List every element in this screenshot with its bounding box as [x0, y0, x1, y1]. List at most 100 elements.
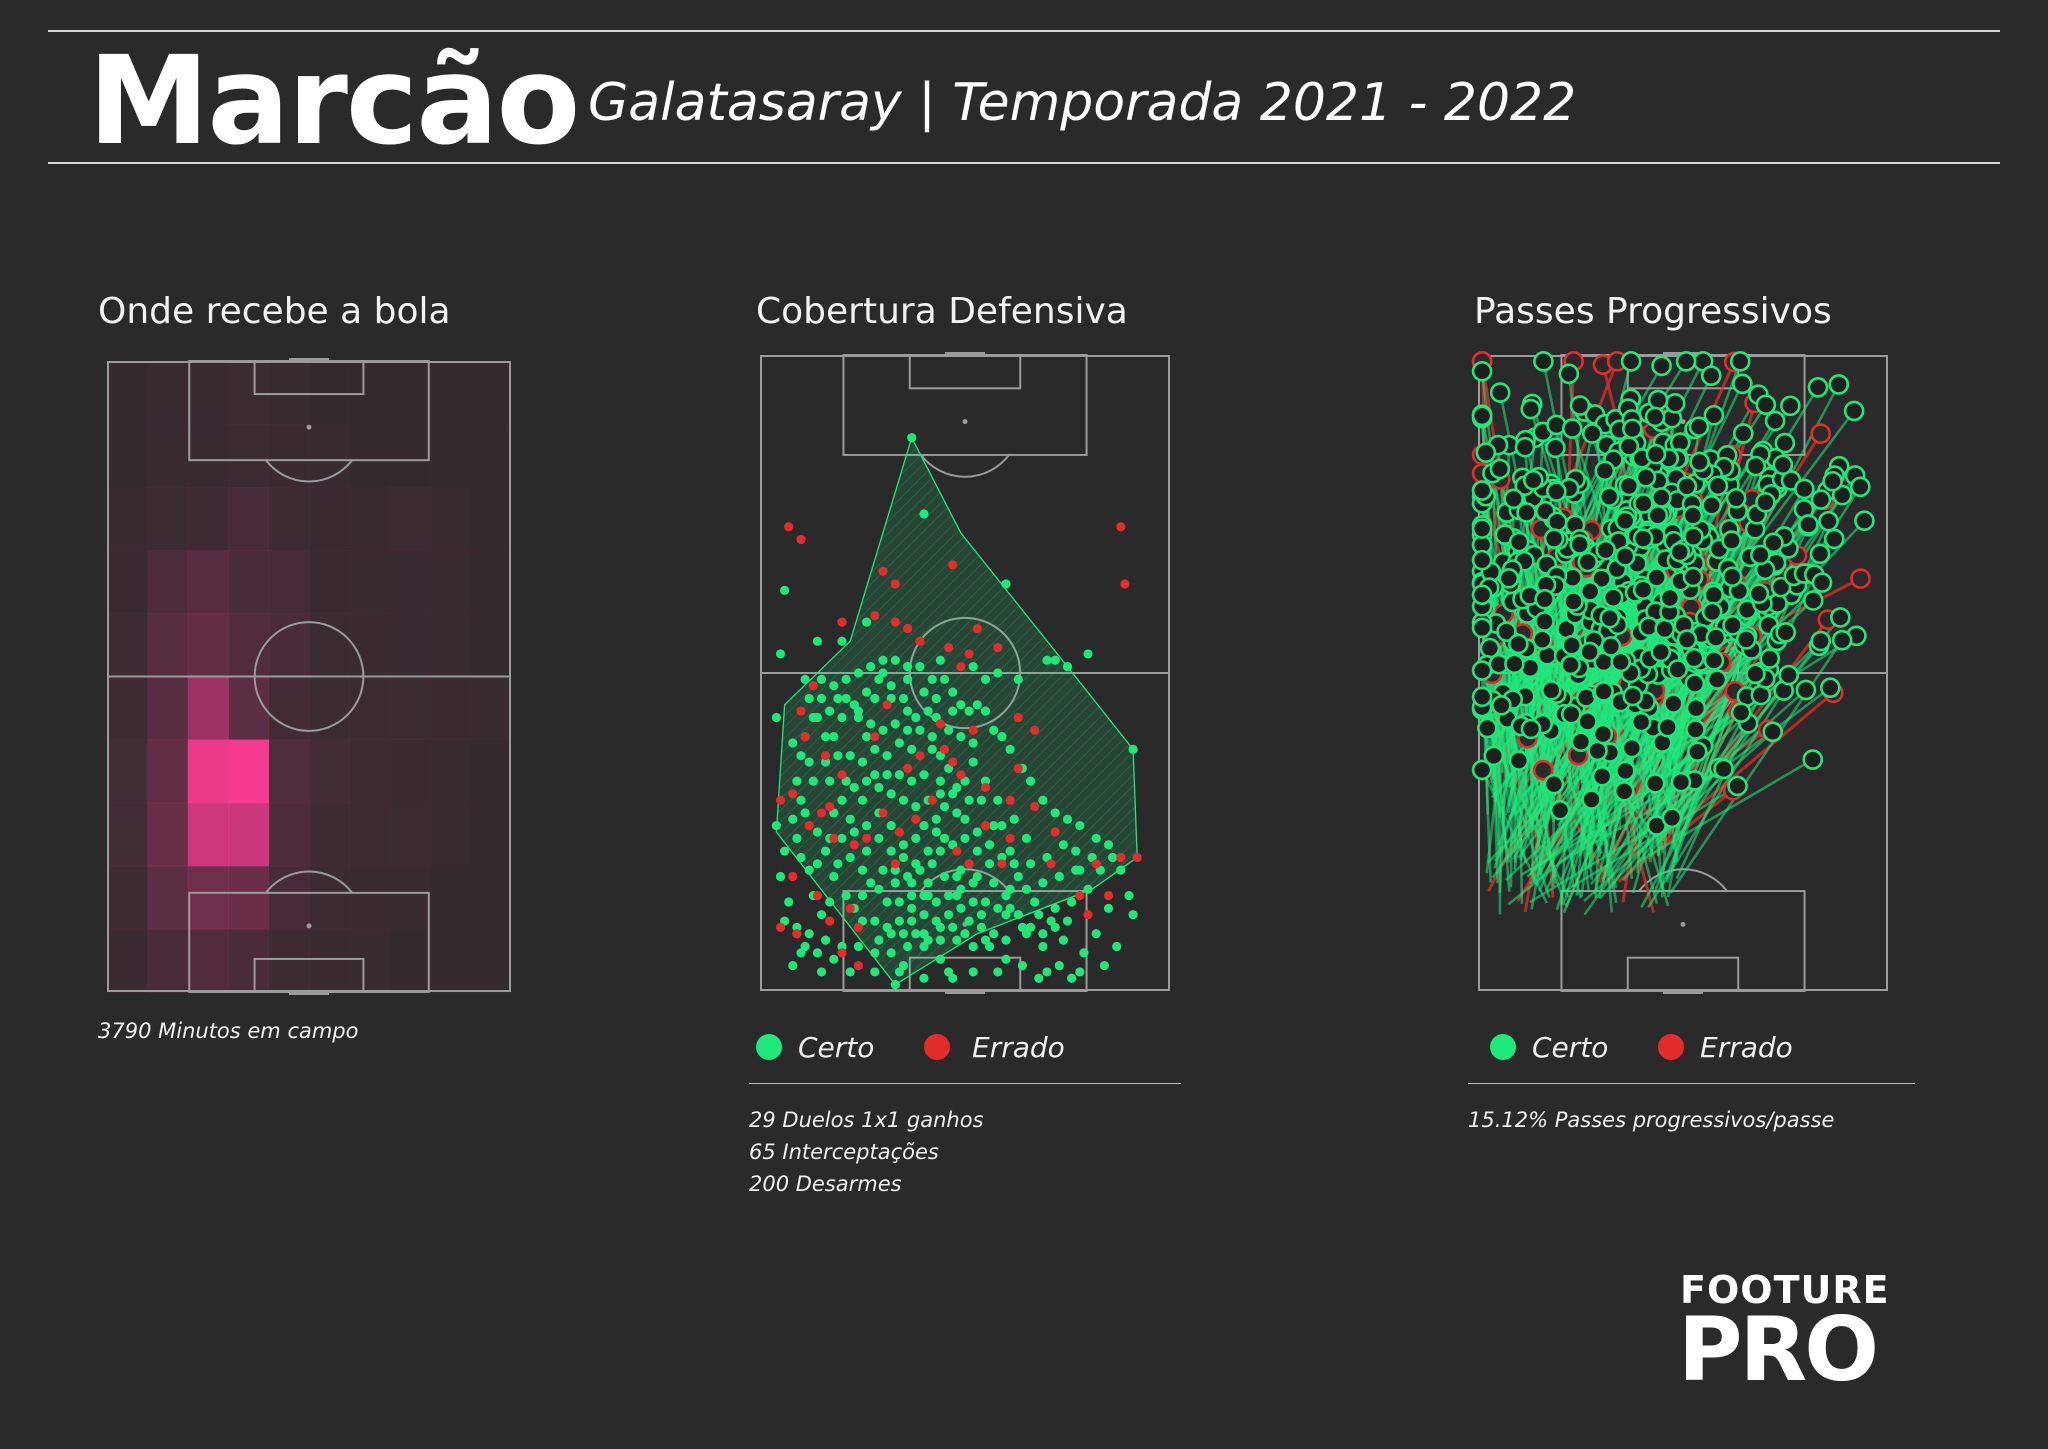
defensive-action-success — [915, 662, 925, 672]
pass-success-end — [1850, 476, 1871, 498]
defensive-action-success — [894, 897, 904, 907]
defensive-action-success — [976, 910, 986, 920]
pass-success-end — [1755, 394, 1777, 416]
pass-success-end — [1686, 741, 1708, 762]
pass-success-end — [1514, 436, 1536, 458]
pass-success-end — [1721, 530, 1742, 551]
defensive-action-fail — [800, 732, 810, 742]
pass-success-end — [1703, 650, 1725, 671]
heatmap-cell — [470, 424, 512, 488]
defensive-action-success — [890, 719, 900, 729]
defensive-action-success — [890, 865, 900, 875]
defensive-action-fail — [837, 617, 847, 627]
defensive-action-success — [898, 852, 909, 863]
pass-success-end — [1705, 627, 1727, 648]
defensive-action-success — [898, 693, 909, 704]
defensive-action-fail — [964, 859, 974, 869]
defensive-action-success — [862, 687, 872, 697]
defensive-action-success — [997, 732, 1007, 742]
defensive-action-success — [993, 795, 1003, 805]
heatmap-pitch — [107, 358, 512, 995]
defensive-action-success — [845, 852, 855, 863]
defensive-action-fail — [944, 642, 954, 653]
pass-success-end — [1622, 418, 1643, 440]
pass-success-end — [1614, 546, 1636, 567]
heatmap-cell — [187, 424, 229, 488]
defensive-action-success — [948, 687, 958, 697]
pass-success-end — [1675, 351, 1697, 372]
defensive-action-success — [1038, 878, 1048, 888]
pass-success-end — [1471, 360, 1493, 382]
pass-success-end — [1508, 633, 1529, 655]
defensive-action-success — [857, 865, 868, 875]
pass-success-end — [1471, 480, 1493, 501]
pass-success-end — [1703, 584, 1725, 606]
heatmap-cell — [389, 424, 431, 488]
defensive-action-success — [849, 700, 859, 710]
pass-success-end — [1632, 528, 1654, 549]
defensive-action-success — [1071, 865, 1081, 875]
pass-success-end — [1798, 514, 1819, 535]
pass-success-end — [1543, 528, 1565, 549]
pass-success-end — [1471, 660, 1493, 681]
defensive-action-success — [800, 808, 810, 818]
pass-success-end — [1520, 398, 1542, 420]
defensive-action-success — [870, 916, 880, 926]
defensive-action-success — [923, 846, 933, 856]
defensive-action-success — [1050, 808, 1060, 818]
defensive-action-success — [919, 509, 929, 519]
defensive-action-fail — [792, 929, 802, 939]
defensive-action-success — [792, 776, 802, 786]
defensive-action-fail — [878, 808, 888, 818]
defensive-action-success — [796, 751, 806, 761]
defensive-action-success — [1005, 744, 1015, 754]
pass-success-end — [1823, 528, 1845, 550]
defensive-action-success — [964, 706, 974, 716]
pass-success-end — [1822, 470, 1843, 492]
pass-success-end — [1534, 611, 1555, 632]
defensive-action-fail — [775, 795, 786, 805]
heatmap-cell — [268, 928, 310, 993]
defensive-action-success — [833, 859, 843, 869]
defensive-action-success — [919, 687, 929, 697]
defensive-action-success — [1009, 814, 1019, 824]
heatmap-cell — [268, 487, 310, 551]
defensive-action-success — [1079, 948, 1089, 958]
defensive-action-success — [960, 833, 970, 843]
defensive-action-fail — [1005, 795, 1015, 805]
defensive-action-success — [894, 916, 904, 926]
defensive-action-success — [935, 789, 945, 799]
pass-success-end — [1707, 475, 1729, 497]
defensive-action-success — [952, 808, 962, 818]
heatmap-cell — [187, 865, 229, 930]
defensive-action-success — [845, 814, 855, 824]
pass-success-end — [1772, 454, 1794, 476]
defensive-action-fail — [948, 560, 958, 570]
defensive-action-success — [1116, 865, 1126, 875]
defensive-action-success — [808, 712, 818, 723]
pass-success-end — [1615, 760, 1636, 782]
heatmap-cells — [107, 361, 512, 993]
defensive-action-success — [1091, 833, 1101, 843]
pass-success-end — [1644, 773, 1666, 794]
heatmap-cell — [187, 739, 229, 804]
defensive-action-success — [1005, 903, 1015, 913]
pass-success-end — [1618, 475, 1640, 497]
heatmap-cell — [349, 928, 391, 993]
defensive-action-success — [1034, 973, 1044, 983]
defensive-action-success — [800, 674, 810, 684]
defensive-action-success — [968, 738, 978, 748]
heatmap-cell — [349, 550, 391, 614]
defensive-action-success — [956, 884, 966, 894]
defensive-action-success — [907, 744, 917, 754]
pass-success-end — [1682, 505, 1704, 526]
defensive-action-success — [1058, 935, 1068, 945]
pass-success-end — [1654, 618, 1675, 640]
defensive-action-fail — [1005, 833, 1015, 843]
pass-success-end — [1725, 487, 1747, 509]
defensive-action-success — [874, 833, 884, 843]
heatmap-cell — [147, 865, 189, 930]
heatmap-cell — [228, 487, 270, 551]
defensive-action-success — [1054, 960, 1064, 971]
defensive-action-fail — [1116, 852, 1126, 863]
